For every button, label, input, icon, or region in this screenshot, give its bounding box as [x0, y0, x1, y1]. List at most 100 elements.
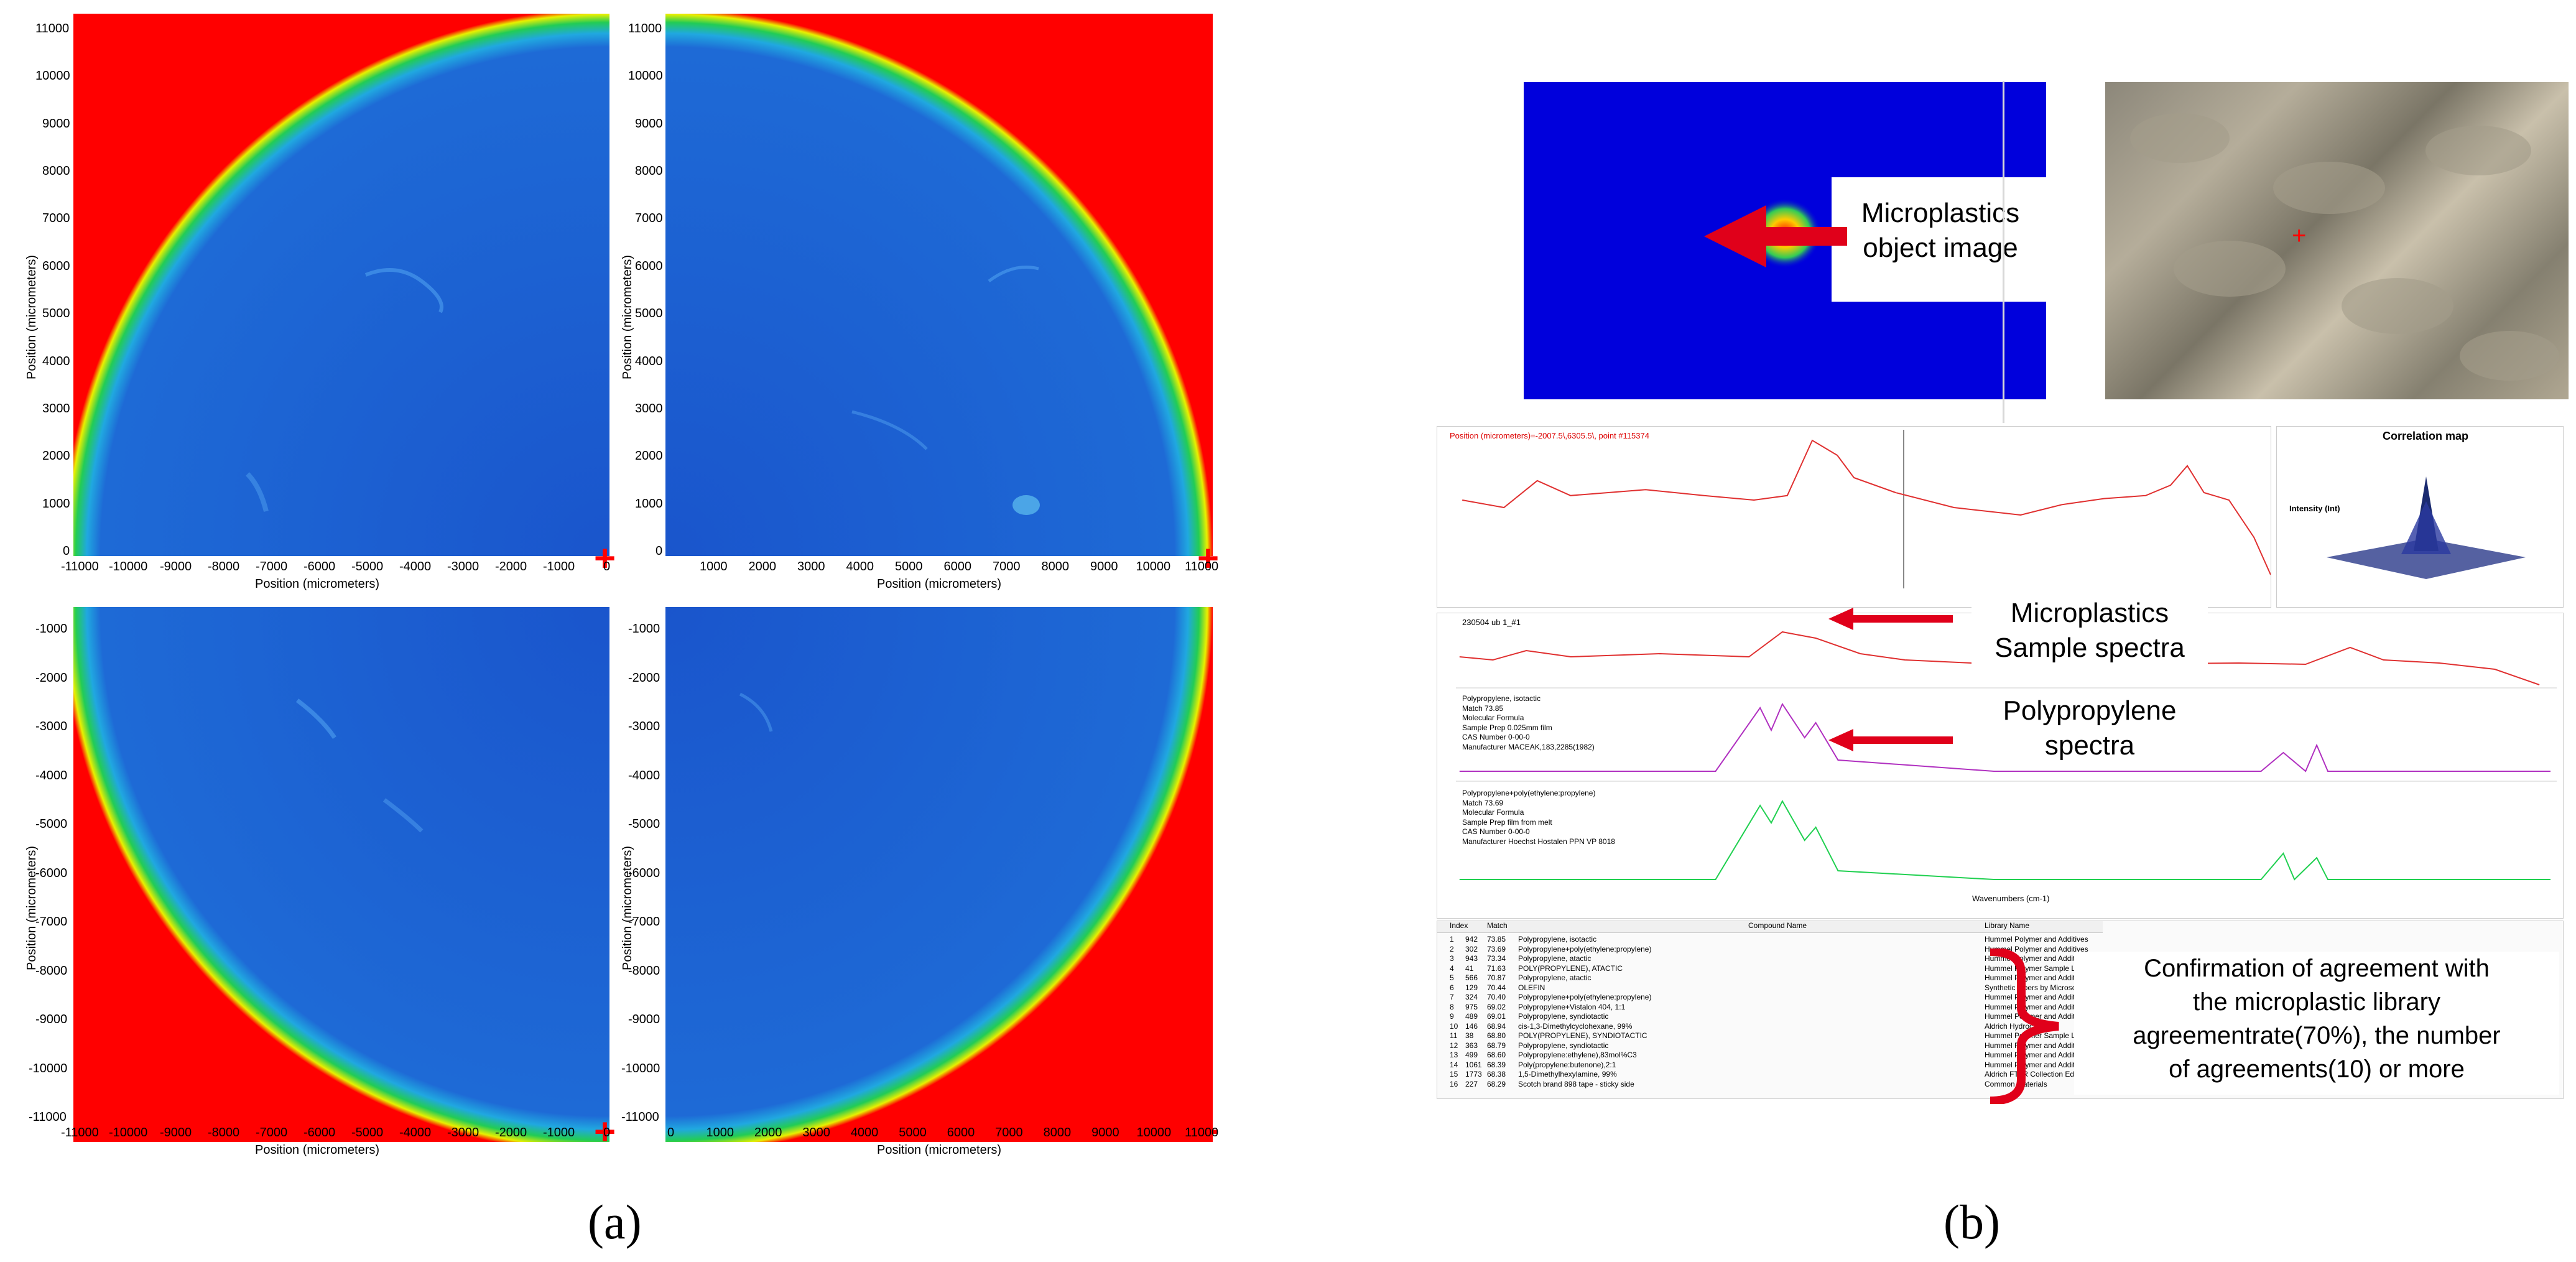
table-cell: 943 — [1465, 954, 1478, 963]
x-tick-label: 2000 — [748, 560, 777, 573]
column-header[interactable]: Library Name — [1985, 921, 2030, 930]
x-tick-label: 11000 — [1185, 560, 1219, 573]
table-cell: POLY(PROPYLENE), SYNDIOTACTIC — [1518, 1031, 1647, 1040]
y-tick-label: -6000 — [35, 866, 68, 880]
map-bottom-left — [73, 607, 609, 1142]
table-cell: 15 — [1450, 1070, 1458, 1079]
y-tick-label: 10000 — [628, 69, 663, 83]
correlation-map: Correlation map Intensity (Int) — [2276, 426, 2564, 608]
table-row[interactable]: 1 942 73.85 Polypropylene, isotactic Hummel … — [1437, 935, 2103, 945]
table-cell: OLEFIN — [1518, 983, 1545, 992]
table-row[interactable]: 5 566 70.87 Polypropylene, atactic Hummel Po… — [1437, 973, 2103, 983]
table-cell: 6 — [1450, 983, 1454, 992]
table-cell: 1 — [1450, 935, 1454, 944]
y-tick-label: 5000 — [42, 307, 70, 321]
pp-spectra-callout: Polypropylene spectra — [1971, 694, 2208, 768]
column-header[interactable]: Index — [1450, 921, 1468, 930]
axis-label-x: Position (micrometers) — [255, 577, 380, 591]
origin-marker-icon: + — [1197, 537, 1220, 579]
table-cell: 8 — [1450, 1002, 1454, 1011]
x-tick-label: -10000 — [109, 1126, 148, 1139]
bracket-icon — [1990, 949, 2059, 1104]
table-cell: Polypropylene+poly(ethylene:propylene) — [1518, 944, 1652, 953]
table-cell: Poly(propylene:butenone),2:1 — [1518, 1060, 1616, 1069]
y-tick-label: 3000 — [42, 401, 70, 415]
table-cell: Hummel Polymer and Additives — [1985, 935, 2088, 944]
table-row[interactable]: 6 129 70.44 OLEFIN Synthetic Fibers by Micro… — [1437, 983, 2103, 993]
table-row[interactable]: 13 499 68.60 Polypropylene:ethylene),83mol%… — [1437, 1051, 2103, 1060]
table-cell: Hummel Polymer and Additives — [1985, 993, 2088, 1001]
table-cell: 489 — [1465, 1012, 1478, 1021]
x-tick-label: 6000 — [943, 560, 972, 573]
table-cell: Hummel Polymer and Additives — [1985, 1051, 2088, 1059]
y-tick-label: -6000 — [628, 866, 660, 880]
table-cell: 71.63 — [1487, 963, 1506, 973]
table-cell: 69.02 — [1487, 1002, 1506, 1011]
y-tick-label: 1000 — [635, 496, 663, 511]
y-tick-label: 9000 — [42, 116, 70, 131]
table-row[interactable]: 8 975 69.02 Polypropylene+Vistalon 404, 1:1… — [1437, 1003, 2103, 1013]
table-row[interactable]: 16 227 68.29 Scotch brand 898 tape - sticky… — [1437, 1080, 2103, 1090]
map-top-right — [665, 14, 1213, 556]
table-row[interactable]: 9 489 69.01 Polypropylene, syndiotactic Humm… — [1437, 1012, 2103, 1022]
x-tick-label: -1000 — [543, 1126, 575, 1139]
y-tick-label: -7000 — [628, 915, 660, 929]
panel-a: + + — [0, 0, 1256, 1262]
table-cell: 68.79 — [1487, 1041, 1506, 1050]
column-header[interactable]: Match — [1487, 921, 1508, 930]
table-cell: 13 — [1450, 1051, 1458, 1059]
table-cell: 1061 — [1465, 1060, 1482, 1069]
table-cell: 68.80 — [1487, 1031, 1506, 1040]
table-cell: 68.94 — [1487, 1021, 1506, 1031]
table-cell: 9 — [1450, 1012, 1454, 1021]
x-tick-label: 5000 — [899, 1126, 927, 1139]
y-tick-label: 0 — [656, 544, 663, 558]
y-tick-label: 6000 — [635, 259, 663, 273]
table-row[interactable]: 11 38 68.80 POLY(PROPYLENE), SYNDIOTACTIC Hu… — [1437, 1031, 2103, 1041]
x-tick-label: 10000 — [1136, 560, 1171, 573]
table-cell: 14 — [1450, 1060, 1458, 1069]
table-row[interactable]: 15 1773 68.38 1,5-Dimethylhexylamine, 99% Al… — [1437, 1070, 2103, 1080]
table-row[interactable]: 14 1061 68.39 Poly(propylene:butenone),2:1 H… — [1437, 1060, 2103, 1070]
x-tick-label: 5000 — [895, 560, 923, 573]
pp-spectrum-info: Polypropylene, isotactic Match 73.85 Mol… — [1462, 694, 1595, 751]
y-tick-label: 9000 — [635, 116, 663, 131]
object-image-callout: Microplastics object image — [1832, 177, 2049, 302]
y-tick-label: 2000 — [635, 449, 663, 463]
table-cell: 11 — [1450, 1031, 1458, 1040]
panel-label-a: (a) — [588, 1195, 642, 1249]
table-cell: Hummel Polymer and Additives — [1985, 1002, 2088, 1011]
y-tick-label: -3000 — [35, 720, 68, 733]
table-cell: 73.85 — [1487, 935, 1506, 944]
y-tick-label: -5000 — [628, 817, 660, 831]
table-cell: 5 — [1450, 973, 1454, 982]
x-tick-label: -11000 — [61, 560, 99, 573]
table-body: 1 942 73.85 Polypropylene, isotactic Hummel … — [1437, 935, 2103, 1089]
y-tick-label: -11000 — [621, 1110, 659, 1124]
table-cell: 3 — [1450, 954, 1454, 963]
x-tick-label: -3000 — [447, 1126, 480, 1139]
table-row[interactable]: 4 41 71.63 POLY(PROPYLENE), ATACTIC Hummel P… — [1437, 964, 2103, 974]
table-cell: Polypropylene, atactic — [1518, 973, 1591, 982]
table-cell: Hummel Polymer Sample Library — [1985, 1031, 2095, 1040]
x-tick-label: 0 — [667, 1126, 675, 1139]
column-header[interactable]: Compound Name — [1748, 921, 1807, 930]
callout-line: object image — [1863, 233, 2018, 263]
axis-label-x: Position (micrometers) — [877, 577, 1002, 591]
origin-marker-icon: + — [594, 1111, 616, 1153]
x-tick-label: -5000 — [351, 1126, 384, 1139]
y-tick-label: 6000 — [42, 259, 70, 273]
x-tick-label: -2000 — [495, 1126, 527, 1139]
crosshair-icon: + — [2292, 222, 2306, 249]
table-row[interactable]: 7 324 70.40 Polypropylene+poly(ethylene:pro… — [1437, 993, 2103, 1003]
confirmation-callout: Confirmation of agreement with the micro… — [2074, 952, 2559, 1095]
table-cell: 129 — [1465, 983, 1478, 992]
table-cell: 41 — [1465, 963, 1474, 973]
x-tick-label: -2000 — [495, 560, 527, 573]
ppe-spectrum-line — [1459, 799, 2551, 881]
x-tick-label: -9000 — [160, 560, 192, 573]
table-cell: Hummel Polymer Sample Library — [1985, 963, 2095, 973]
table-row[interactable]: 12 363 68.79 Polypropylene, syndiotactic Hum… — [1437, 1041, 2103, 1051]
x-tick-label: 8000 — [1041, 560, 1070, 573]
x-tick-label: -8000 — [208, 560, 240, 573]
